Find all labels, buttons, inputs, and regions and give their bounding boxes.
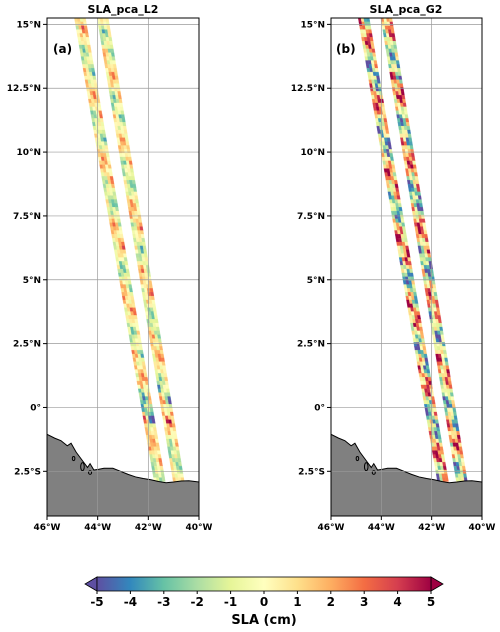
- map-frame: [330, 17, 483, 517]
- colorbar-tick-label: -1: [224, 595, 237, 609]
- island: [355, 455, 360, 462]
- map-frame: [46, 17, 200, 517]
- panel-label: (a): [53, 42, 72, 56]
- land-mass: [331, 433, 482, 516]
- y-tick-label: 5°N: [23, 276, 41, 286]
- panel-title: SLA_pca_L2: [88, 3, 159, 16]
- y-tick-label: 15°N: [300, 20, 325, 30]
- x-tick-label: 46°W: [318, 523, 345, 533]
- island: [363, 462, 369, 472]
- y-tick-label: 2.5°N: [297, 340, 325, 350]
- island: [88, 470, 93, 475]
- colorbar-label: SLA (cm): [231, 613, 296, 628]
- map-panel-a: SLA_pca_L2 (a) 46°W 44°W 42°W 40°W 2.5°S 0° 2.…: [7, 3, 213, 533]
- island: [71, 455, 76, 462]
- colorbar-tick-label: 2: [327, 595, 335, 609]
- colorbar-tick-label: -2: [191, 595, 204, 609]
- colorbar-extend-min: [84, 576, 98, 592]
- colorbar: -5 -4 -3 -2 -1 0 1 2 3 4 5: [84, 576, 444, 609]
- panel-label: (b): [336, 42, 356, 56]
- y-tick-label: 7.5°N: [13, 212, 41, 222]
- panel-title: SLA_pca_G2: [370, 3, 443, 16]
- x-tick-label: 44°W: [368, 523, 395, 533]
- island: [371, 470, 376, 475]
- x-tick-label: 44°W: [84, 523, 111, 533]
- y-tick-label: 5°N: [307, 276, 325, 286]
- colorbar-extend-max: [430, 576, 444, 592]
- land-mass: [47, 433, 199, 516]
- y-tick-label: 7.5°N: [297, 212, 325, 222]
- y-tick-label: 2.5°S: [14, 467, 41, 477]
- y-tick-label: 15°N: [16, 20, 41, 30]
- x-tick-label: 42°W: [418, 523, 445, 533]
- colorbar-tick-label: -4: [124, 595, 137, 609]
- colorbar-tick-label: 5: [427, 595, 435, 609]
- y-tick-label: 10°N: [300, 148, 325, 158]
- y-tick-label: 12.5°N: [7, 84, 41, 94]
- map-panel-b: SLA_pca_G2 (b) 46°W 44°W 42°W 40°W 2.5°S 0° 2.…: [291, 3, 496, 533]
- y-tick-label: 0°: [30, 403, 41, 413]
- x-tick-label: 40°W: [469, 523, 496, 533]
- x-tick-label: 40°W: [186, 523, 213, 533]
- y-tick-label: 2.5°S: [298, 467, 325, 477]
- colorbar-tick-label: 1: [293, 595, 301, 609]
- colorbar-tick-label: -3: [157, 595, 170, 609]
- colorbar-tick-label: 3: [360, 595, 368, 609]
- sla-swaths: [74, 18, 185, 482]
- colorbar-tick-label: -5: [90, 595, 103, 609]
- colorbar-tick-label: 4: [393, 595, 401, 609]
- x-tick-label: 42°W: [135, 523, 162, 533]
- island: [80, 462, 85, 472]
- y-tick-label: 12.5°N: [291, 84, 325, 94]
- colorbar-tick-label: 0: [260, 595, 268, 609]
- x-tick-label: 46°W: [34, 523, 61, 533]
- y-tick-label: 2.5°N: [13, 340, 41, 350]
- y-tick-label: 10°N: [16, 148, 41, 158]
- colorbar-gradient: [96, 576, 432, 592]
- y-tick-label: 0°: [314, 403, 325, 413]
- sla-swaths: [358, 18, 468, 482]
